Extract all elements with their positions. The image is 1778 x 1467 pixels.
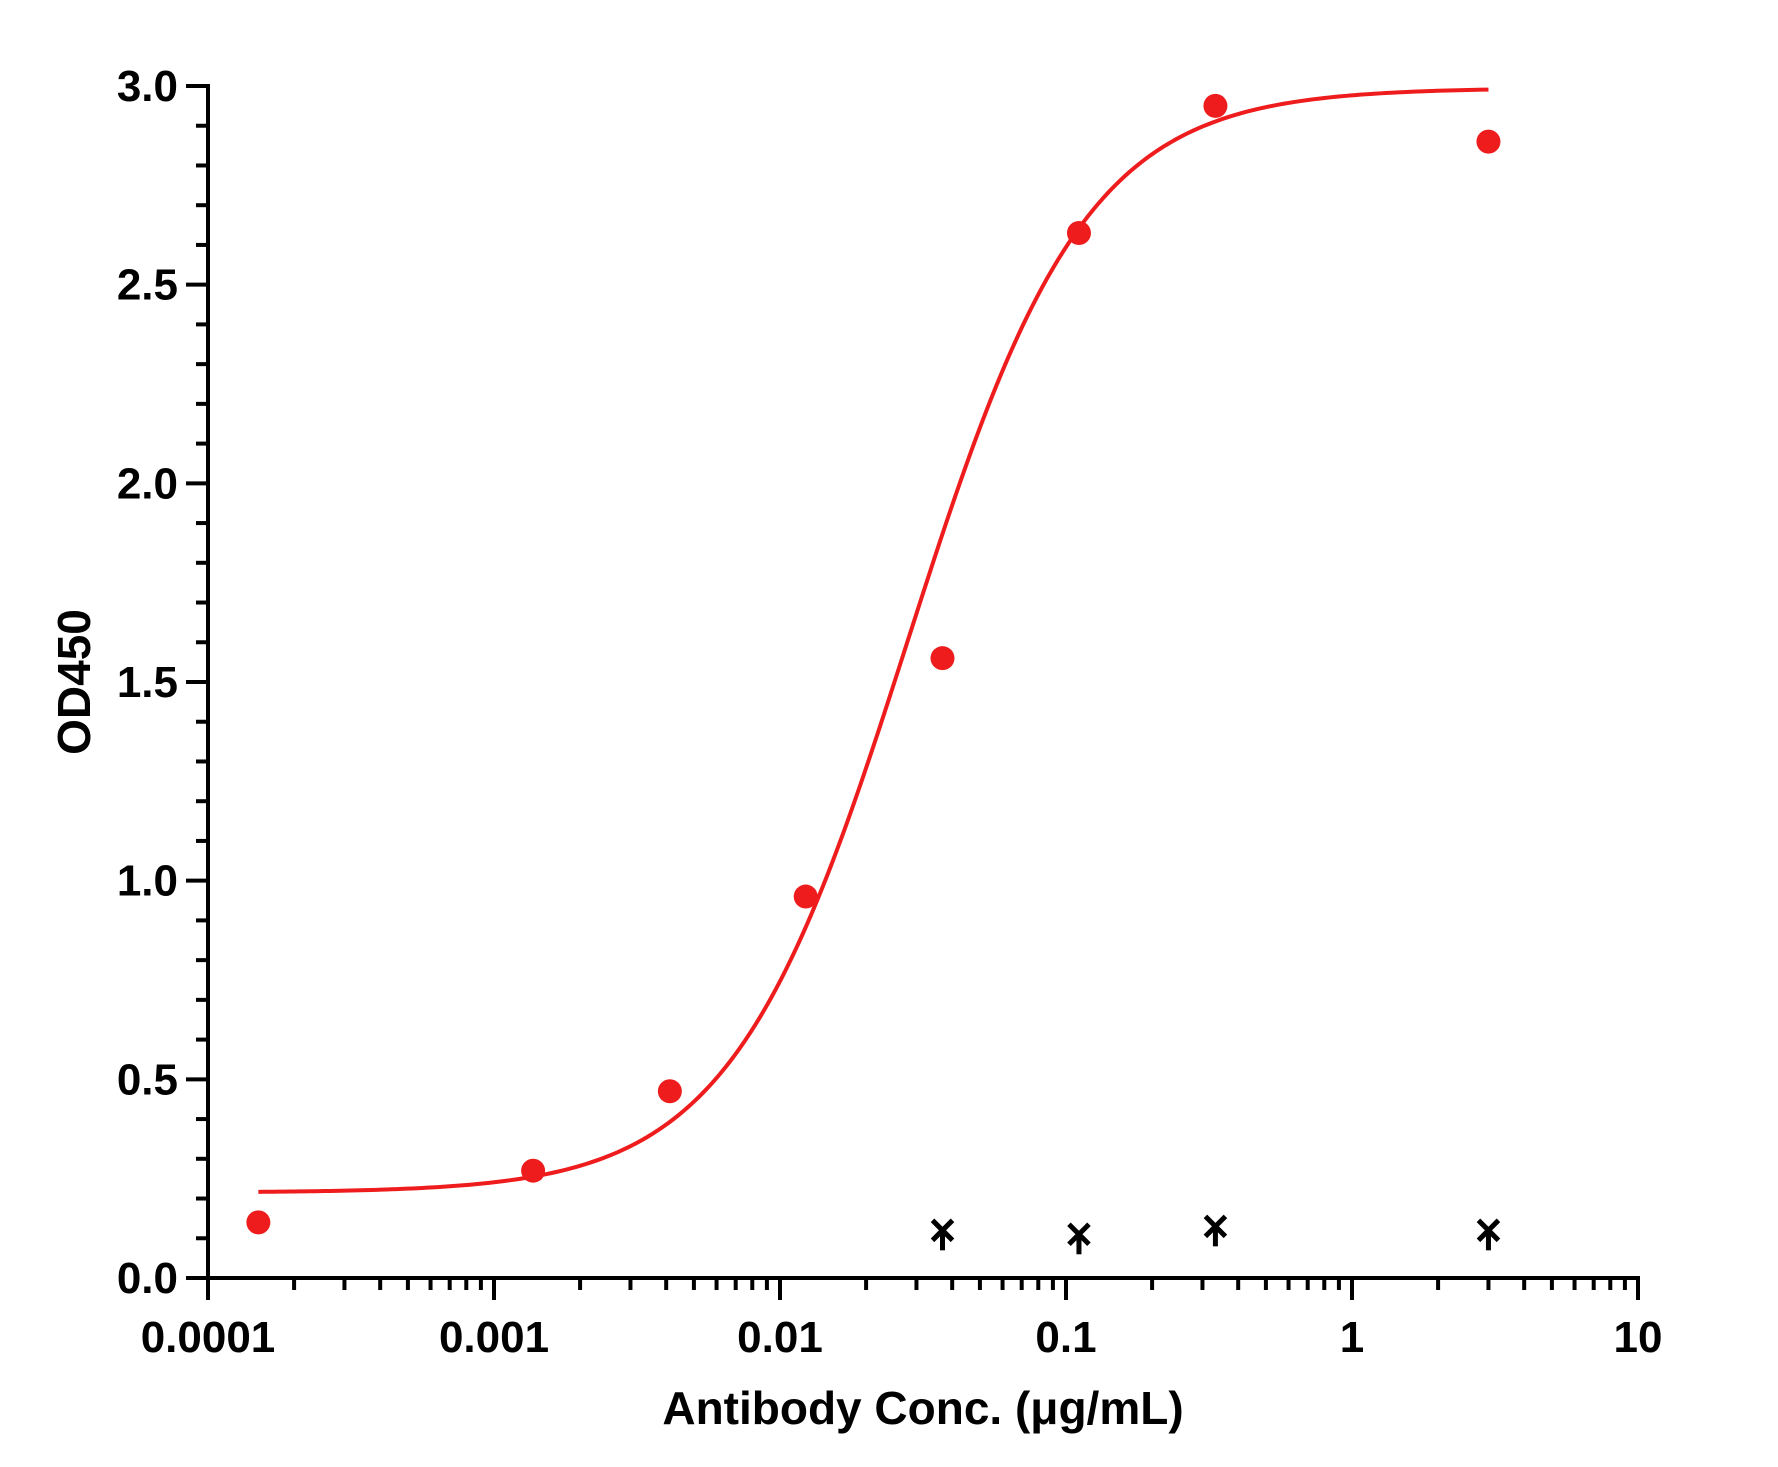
data-point-cross — [1476, 1218, 1501, 1251]
x-axis-title: Antibody Conc. (μg/mL) — [662, 1382, 1183, 1434]
y-tick-label: 1.0 — [117, 857, 178, 906]
data-point-circle — [930, 646, 955, 671]
y-axis-title: OD450 — [48, 609, 100, 755]
data-point-cross — [1067, 1222, 1091, 1255]
x-tick-label: 0.1 — [1035, 1313, 1096, 1362]
data-point-circle — [246, 1210, 271, 1235]
y-tick-label: 1.5 — [117, 658, 178, 707]
y-tick-label: 2.0 — [117, 459, 178, 508]
data-point-circle — [1066, 221, 1091, 246]
data-point-circle — [657, 1079, 682, 1104]
x-tick-label: 0.0001 — [141, 1313, 276, 1362]
y-tick-label: 0.5 — [117, 1055, 178, 1104]
data-point-circle — [521, 1158, 546, 1183]
x-tick-label: 10 — [1614, 1313, 1663, 1362]
x-tick-label: 0.001 — [439, 1313, 549, 1362]
y-tick-label: 2.5 — [117, 261, 178, 310]
data-point-circle — [1476, 129, 1501, 154]
data-point-circle — [1203, 93, 1228, 118]
x-tick-label: 1 — [1340, 1313, 1364, 1362]
data-point-cross — [930, 1218, 955, 1251]
x-tick-label: 0.01 — [737, 1313, 823, 1362]
data-point-cross — [1203, 1214, 1228, 1247]
fit-curve — [258, 87, 1489, 1194]
data-point-circle — [793, 884, 818, 909]
y-tick-label: 0.0 — [117, 1254, 178, 1303]
y-tick-label: 3.0 — [117, 62, 178, 111]
